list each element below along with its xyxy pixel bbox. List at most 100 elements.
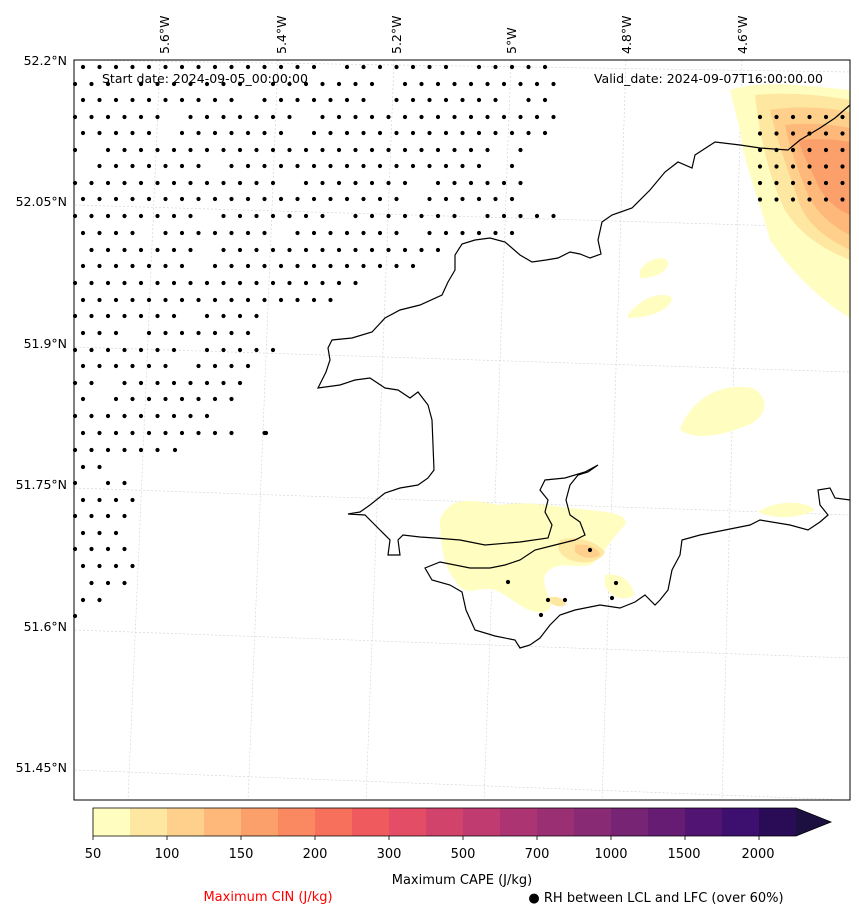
rh-dot [270, 180, 276, 186]
rh-dot [146, 297, 152, 303]
rh-dot [807, 180, 812, 186]
rh-dot [188, 213, 193, 219]
rh-dot [212, 196, 218, 202]
rh-dot [757, 164, 763, 169]
rh-dot [807, 131, 812, 136]
rh-dot [130, 163, 135, 169]
cin-legend-label: Maximum CIN (J/kg) [203, 890, 332, 905]
rh-dot [172, 447, 178, 453]
rh-dot [155, 247, 160, 253]
rh-dot [394, 130, 399, 136]
rh-dot [97, 430, 102, 436]
rh-dot [757, 197, 763, 202]
rh-dot [419, 81, 424, 87]
rh-dot [262, 130, 267, 136]
rh-dot [328, 130, 333, 136]
rh-dot [179, 330, 185, 336]
rh-dot [122, 480, 127, 486]
rh-dot [509, 130, 515, 136]
rh-dot [534, 81, 540, 87]
rh-dot [807, 114, 812, 120]
rh-dot [188, 114, 193, 120]
rh-dot [336, 81, 342, 87]
rh-dot [262, 163, 267, 169]
rh-dot [80, 64, 86, 70]
rh-dot [212, 330, 218, 336]
rh-dot [204, 380, 210, 386]
rh-dot [130, 230, 135, 236]
rh-dot [138, 347, 144, 353]
cape-region-south [440, 500, 626, 613]
rh-dot [188, 247, 193, 253]
rh-dot [97, 530, 102, 536]
rh-dot [278, 196, 284, 202]
rh-dot [402, 213, 408, 219]
rh-dot [179, 263, 185, 269]
rh-dot [113, 396, 119, 402]
rh-dot [105, 580, 111, 586]
rh-dot [245, 297, 251, 303]
rh-dot [89, 513, 94, 519]
rh-dot [295, 263, 300, 269]
rh-dot [254, 114, 259, 120]
rh-dot [443, 97, 449, 103]
rh-dot [774, 147, 779, 153]
rh-dot [221, 380, 226, 386]
rh-dot [204, 180, 210, 186]
rh-dot [80, 597, 86, 603]
rh-dot [353, 213, 358, 219]
rh-dot [278, 163, 284, 169]
cape-blob [640, 258, 668, 278]
rh-dot [840, 197, 845, 202]
rh-dot [163, 97, 168, 103]
rh-dot [179, 130, 185, 136]
rh-dot [212, 396, 218, 402]
rh-dot [122, 313, 127, 319]
rh-dot [89, 81, 94, 87]
rh-dot [394, 230, 399, 236]
rh-dot [353, 114, 358, 120]
rh-dot [212, 230, 218, 236]
rh-dot [311, 97, 317, 103]
rh-dot [229, 330, 234, 336]
rh-dot [113, 330, 119, 336]
rh-dot [518, 213, 523, 219]
rh-dot [171, 380, 177, 386]
rh-dot [113, 363, 119, 369]
rh-dot [823, 114, 829, 120]
rh-dot [361, 163, 366, 169]
rh-dot [435, 180, 441, 186]
rh-dot [278, 263, 284, 269]
rh-dot [369, 213, 375, 219]
rh-dot [534, 114, 540, 120]
rh-dot [188, 147, 193, 153]
rh-dot [163, 64, 168, 70]
rh-dot [97, 597, 102, 603]
rh-dot [179, 196, 185, 202]
rh-dot [163, 430, 168, 436]
rh-dot [840, 114, 845, 120]
rh-dot [344, 263, 350, 269]
rh-dot [254, 213, 259, 219]
rh-dot [270, 280, 276, 286]
rh-dot [526, 97, 531, 103]
rh-dot [493, 196, 498, 202]
rh-dot [80, 297, 86, 303]
rh-dot [262, 196, 267, 202]
rh-dot [377, 130, 383, 136]
rh-dot [130, 297, 135, 303]
rh-dot [212, 130, 218, 136]
rh-dot [336, 280, 342, 286]
rh-dot [138, 380, 144, 386]
rh-dot [105, 480, 111, 486]
colorbar-tick-label: 50 [85, 847, 102, 862]
rh-dot [146, 64, 152, 70]
rh-dot [105, 280, 111, 286]
colorbar-tick-label: 700 [525, 847, 550, 862]
rh-dot [840, 147, 845, 153]
rh-dot [394, 97, 399, 103]
rh-dot [130, 130, 135, 136]
colorbar-tick-label: 100 [155, 847, 180, 862]
rh-dot [410, 130, 416, 136]
